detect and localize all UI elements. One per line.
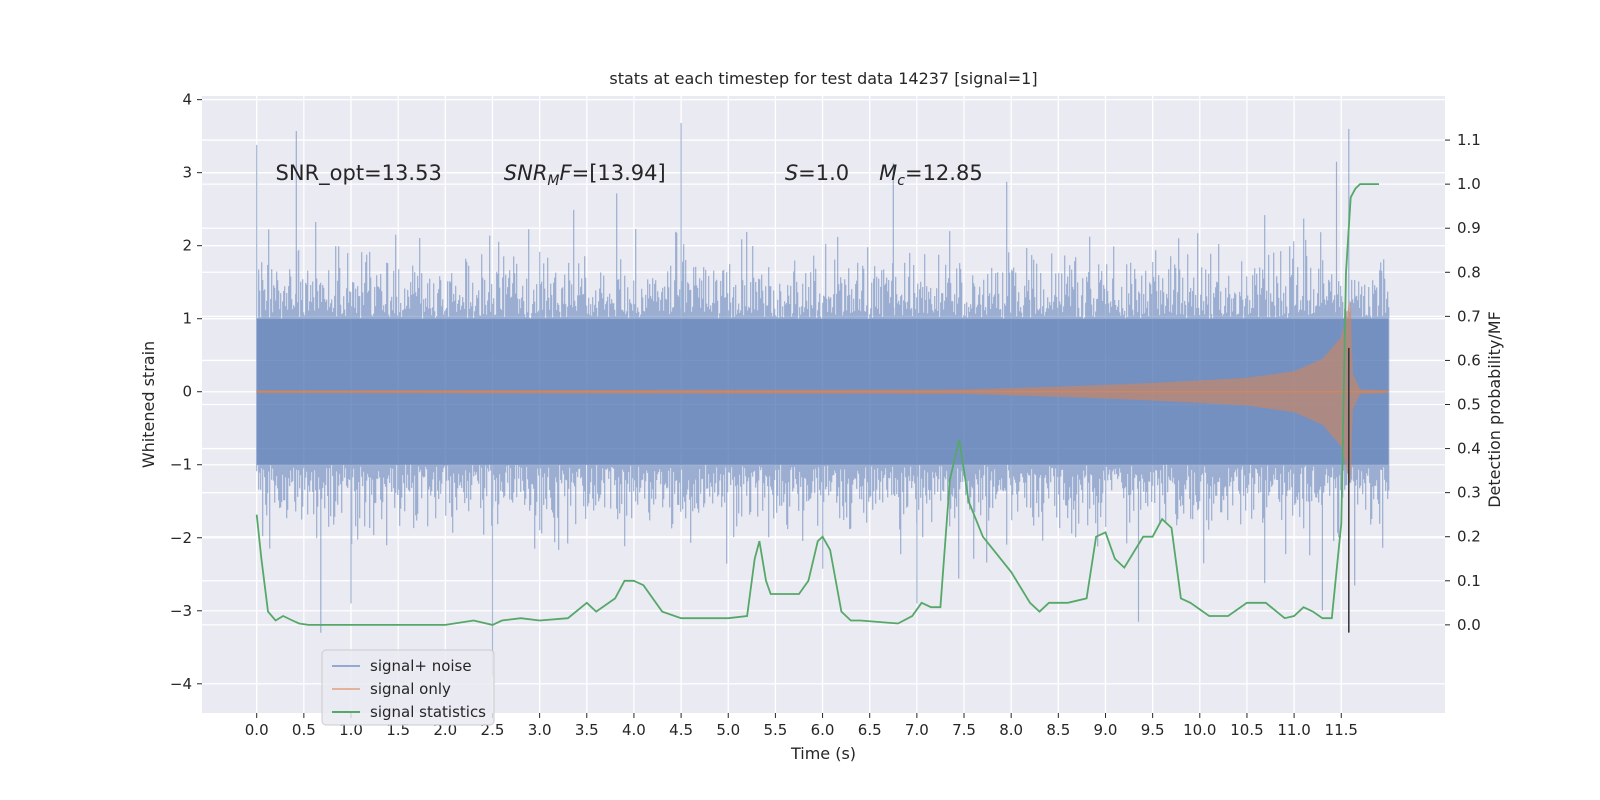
legend-label-signal-noise: signal+ noise [370,657,472,675]
y-tick-label: −3 [170,602,192,620]
x-tick-label: 3.0 [528,721,552,739]
x-tick-label: 9.5 [1141,721,1165,739]
x-tick-label: 4.0 [622,721,646,739]
y-right-tick-label: 0.3 [1457,484,1481,502]
x-tick-label: 5.0 [716,721,740,739]
y-axis-label: Whitened strain [139,341,158,468]
y-axis-right-label: Detection probability/MF [1485,311,1504,508]
x-tick-label: 6.0 [811,721,835,739]
x-tick-label: 3.5 [575,721,599,739]
y-tick-label: −2 [170,529,192,547]
y-right-tick-label: 0.0 [1457,616,1481,634]
x-tick-label: 7.0 [905,721,929,739]
axes-layer: 0.0 0.5 1.0 1.5 2.0 2.5 3.0 3.5 4.0 4.5 5.0 5.5 6.0 6… [170,91,1481,739]
annotation-layer: SNR_opt=13.53 SNRMF=[13.94] S=1.0 Mc=12.85 [276,161,983,189]
annotation-3: Mc=12.85 [879,161,983,189]
legend-label-signal-statistics: signal statistics [370,703,486,721]
y-tick-label: 0 [182,383,192,401]
y-right-tick-label: 0.7 [1457,307,1481,325]
annotation-0: SNR_opt=13.53 [276,161,442,186]
annotation-2: S=1.0 [785,161,849,185]
x-tick-label: 8.5 [1046,721,1070,739]
x-tick-label: 11.0 [1277,721,1310,739]
y-tick-label: −1 [170,456,192,474]
y-right-tick-label: 1.0 [1457,175,1481,193]
legend: signal+ noise signal only signal statist… [321,649,495,726]
chart-title: stats at each timestep for test data 142… [609,69,1037,88]
y-tick-label: 1 [182,310,192,328]
x-tick-label: 7.5 [952,721,976,739]
y-tick-label: 3 [182,164,192,182]
y-right-tick-label: 0.1 [1457,572,1481,590]
y-right-tick-label: 0.2 [1457,528,1481,546]
x-tick-label: 8.0 [999,721,1023,739]
x-axis-label: Time (s) [790,744,856,763]
x-tick-label: 5.5 [763,721,787,739]
y-right-tick-label: 0.4 [1457,440,1481,458]
series-layer [255,123,1390,677]
y-tick-label: −4 [170,675,192,693]
y-right-tick-label: 0.5 [1457,396,1481,414]
x-tick-label: 0.5 [292,721,316,739]
y-right-tick-label: 0.6 [1457,351,1481,369]
x-tick-label: 6.5 [858,721,882,739]
x-tick-label: 10.0 [1183,721,1216,739]
x-tick-label: 4.5 [669,721,693,739]
annotation-1: SNRMF=[13.94] [504,161,666,189]
x-tick-label: 9.0 [1094,721,1118,739]
y-right-tick-label: 1.1 [1457,131,1481,149]
series-signal-statistics [255,183,1379,626]
y-tick-label: 4 [182,91,192,109]
legend-box [321,649,495,726]
x-tick-label: 10.5 [1230,721,1263,739]
legend-label-signal-only: signal only [370,680,451,698]
y-right-tick-label: 0.9 [1457,219,1481,237]
x-tick-label: 0.0 [245,721,269,739]
x-tick-label: 11.5 [1325,721,1358,739]
y-right-tick-label: 0.8 [1457,263,1481,281]
y-tick-label: 2 [182,237,192,255]
